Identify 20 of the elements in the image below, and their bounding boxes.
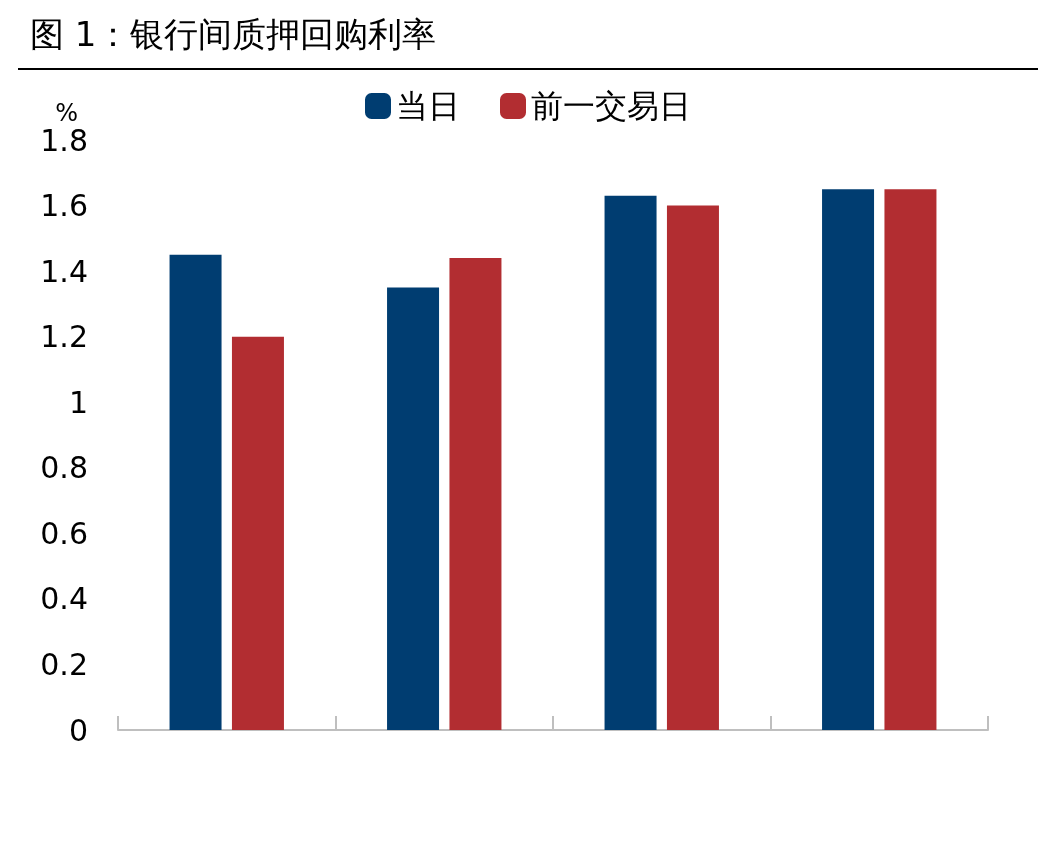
bar (169, 254, 222, 730)
y-tick-label: 1.2 (40, 319, 88, 355)
bar (884, 189, 937, 730)
y-tick-label: 0.6 (40, 515, 88, 551)
bar (666, 205, 719, 730)
y-tick-label: 0.8 (40, 450, 88, 486)
legend-label: 前一交易日 (531, 87, 691, 125)
y-tick-label: 1 (68, 384, 88, 420)
bar (604, 195, 657, 730)
legend-label: 当日 (396, 87, 460, 125)
chart-title: 图 1：银行间质押回购利率 (18, 8, 1038, 70)
y-tick-label: 1.6 (40, 188, 88, 224)
y-tick-label: 0.2 (40, 646, 88, 682)
bar (822, 189, 875, 730)
bar (387, 287, 440, 730)
y-tick-label: 0.4 (40, 581, 88, 617)
y-tick-label: 0 (68, 712, 88, 748)
bar (449, 258, 502, 730)
bar (231, 336, 284, 730)
y-tick-label: 1.4 (40, 253, 88, 289)
